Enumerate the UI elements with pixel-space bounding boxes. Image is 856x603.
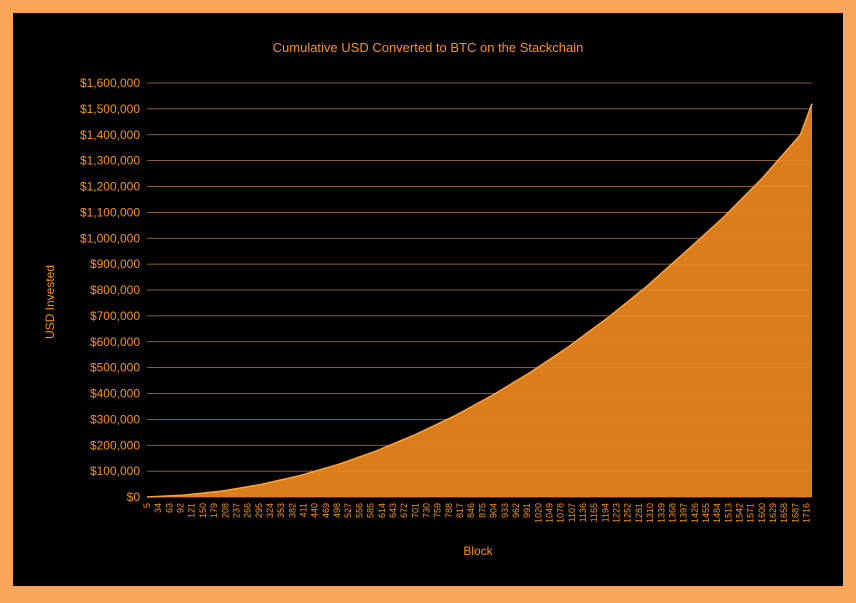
area-series [146, 103, 813, 498]
y-tick-label: $1,000,000 [80, 231, 140, 245]
y-tick-label: $400,000 [90, 387, 140, 401]
x-tick-label: 817 [455, 503, 465, 518]
chart-title: Cumulative USD Converted to BTC on the S… [273, 40, 584, 55]
y-tick-label: $200,000 [90, 438, 140, 452]
x-tick-label: 1223 [612, 503, 622, 523]
x-tick-label: 1165 [589, 503, 599, 522]
x-tick-labels: 5 34 63 92 121 150 179 208 237 266 295 324 353 382 411… [142, 503, 812, 523]
y-tick-label: $0 [127, 490, 141, 504]
y-tick-labels: $0 $100,000 $200,000 $300,000 $400,000 $500,0… [80, 76, 140, 504]
x-tick-label: 498 [332, 503, 342, 518]
x-tick-label: 440 [310, 503, 320, 518]
x-tick-label: 5 [142, 503, 152, 508]
y-tick-label: $1,600,000 [80, 76, 140, 90]
x-tick-label: 1571 [746, 503, 756, 523]
x-tick-label: 527 [343, 503, 353, 518]
y-tick-label: $300,000 [90, 412, 140, 426]
x-tick-label: 1049 [544, 503, 554, 523]
x-tick-label: 643 [388, 503, 398, 518]
x-tick-label: 324 [265, 503, 275, 518]
x-tick-label: 1455 [701, 503, 711, 523]
y-tick-label: $500,000 [90, 361, 140, 375]
x-tick-label: 759 [433, 503, 443, 518]
x-tick-label: 63 [164, 503, 174, 513]
x-tick-label: 150 [198, 503, 208, 518]
y-tick-label: $1,400,000 [80, 128, 140, 142]
x-tick-label: 1397 [679, 503, 689, 523]
x-tick-label: 672 [399, 503, 409, 518]
x-tick-label: 1136 [578, 503, 588, 522]
x-tick-label: 1020 [533, 503, 543, 523]
x-tick-label: 1194 [600, 503, 610, 522]
x-tick-label: 991 [522, 503, 532, 518]
x-tick-label: 208 [220, 503, 230, 518]
x-tick-label: 34 [153, 503, 163, 513]
x-tick-label: 1600 [757, 503, 767, 523]
x-tick-label: 846 [466, 503, 476, 518]
x-tick-label: 353 [276, 503, 286, 518]
x-tick-label: 875 [477, 503, 487, 518]
x-tick-label: 1107 [567, 503, 577, 522]
x-tick-label: 701 [410, 503, 420, 518]
y-tick-label: $1,300,000 [80, 154, 140, 168]
x-tick-label: 1426 [690, 503, 700, 523]
x-tick-label: 295 [254, 503, 264, 518]
y-axis-label: USD Invested [43, 265, 57, 339]
x-tick-label: 904 [489, 503, 499, 518]
y-tick-label: $600,000 [90, 335, 140, 349]
x-tick-label: 121 [187, 503, 197, 518]
x-tick-label: 92 [176, 503, 186, 513]
x-tick-label: 1542 [735, 503, 745, 523]
x-tick-label: 614 [377, 503, 387, 518]
area-line [146, 103, 813, 498]
x-tick-label: 237 [231, 503, 241, 518]
x-tick-label: 469 [321, 503, 331, 518]
x-tick-label: 1484 [712, 503, 722, 523]
y-tick-label: $1,200,000 [80, 180, 140, 194]
x-tick-label: 179 [209, 503, 219, 518]
x-tick-label: 1716 [802, 503, 812, 523]
x-tick-label: 1310 [645, 503, 655, 523]
x-tick-label: 1368 [667, 503, 677, 523]
y-tick-label: $1,500,000 [80, 102, 140, 116]
x-tick-label: 382 [287, 503, 297, 518]
x-tick-label: 1252 [623, 503, 633, 523]
x-tick-label: 1281 [634, 503, 644, 523]
y-tick-label: $700,000 [90, 309, 140, 323]
x-tick-label: 411 [299, 503, 309, 517]
area-fill [147, 103, 812, 497]
x-tick-label: 556 [354, 503, 364, 518]
x-tick-label: 1339 [656, 503, 666, 523]
x-tick-label: 1513 [723, 503, 733, 523]
x-tick-label: 266 [243, 503, 253, 518]
x-tick-label: 730 [421, 503, 431, 518]
y-tick-label: $1,100,000 [80, 205, 140, 219]
x-tick-label: 585 [366, 503, 376, 518]
x-tick-label: 1687 [790, 503, 800, 523]
y-tick-label: $800,000 [90, 283, 140, 297]
x-tick-label: 1629 [768, 503, 778, 523]
y-tick-label: $100,000 [90, 464, 140, 478]
x-tick-label: 933 [500, 503, 510, 518]
y-tick-label: $900,000 [90, 257, 140, 271]
x-tick-label: 1658 [779, 503, 789, 523]
x-tick-label: 788 [444, 503, 454, 518]
x-tick-label: 1078 [556, 503, 566, 523]
x-tick-label: 962 [511, 503, 521, 518]
x-axis-label: Block [463, 544, 493, 558]
